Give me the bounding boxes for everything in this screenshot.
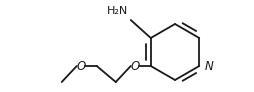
Text: N: N (204, 60, 213, 72)
Text: H₂N: H₂N (106, 6, 128, 16)
Text: O: O (76, 60, 85, 72)
Text: O: O (130, 60, 139, 72)
